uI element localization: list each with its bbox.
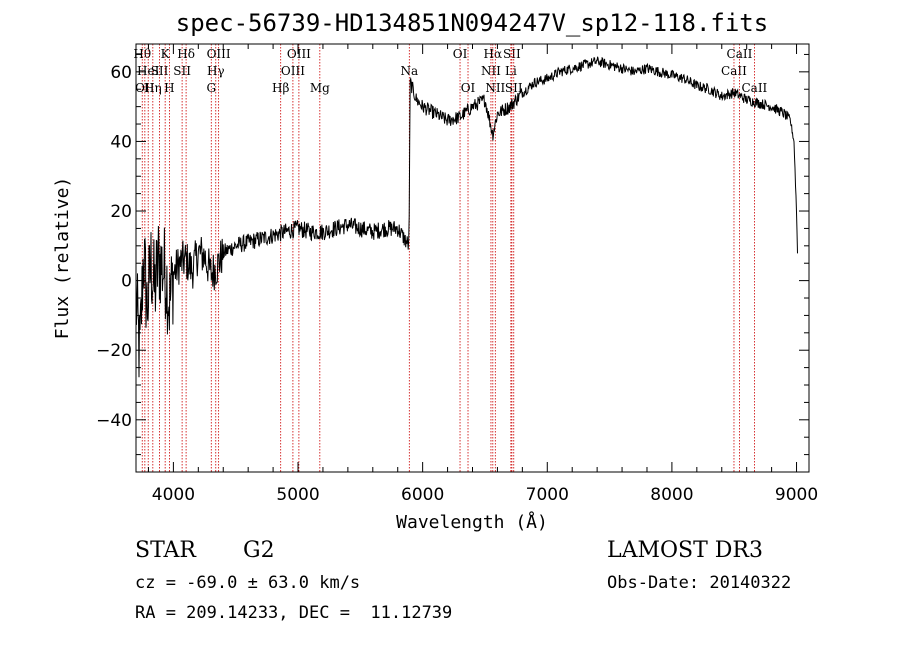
spectral-line-label: OI <box>461 81 476 95</box>
y-tick-label: 40 <box>110 132 132 152</box>
spectral-line-label: Hγ <box>207 64 225 78</box>
spectral-line-label: CaII <box>721 64 747 78</box>
spectral-line-label: K <box>161 47 171 61</box>
x-tick-label: 9000 <box>775 485 818 505</box>
spectral-line-label: SII <box>503 47 521 61</box>
x-tick-label: 8000 <box>650 485 693 505</box>
spectral-line-label: OIII <box>287 47 311 61</box>
spectral-line-label: Na <box>400 64 418 78</box>
spectral-line-label: H <box>164 81 174 95</box>
spectral-line-label: Hθ <box>133 47 151 61</box>
spectral-line-label: NII <box>485 81 505 95</box>
survey-name: LAMOST DR3 <box>607 538 763 563</box>
spectrum-layer <box>135 56 798 378</box>
spectral-line-label: OIII <box>281 64 305 78</box>
spectral-line-label: CaII <box>727 47 753 61</box>
spectral-line-label: NII <box>481 64 501 78</box>
spectral-line-label: Li <box>505 64 517 78</box>
spectral-line-label: Hα <box>484 47 503 61</box>
spectral-line-label: OIII <box>207 47 231 61</box>
spectrum-series-line <box>135 56 798 378</box>
x-tick-label: 7000 <box>526 485 569 505</box>
y-tick-label: −20 <box>96 341 132 361</box>
y-axis-label: Flux (relative) <box>52 177 73 340</box>
y-tick-label: 0 <box>121 272 132 292</box>
y-tick-label: 60 <box>110 63 132 83</box>
object-subclass: G2 <box>243 538 275 563</box>
y-tick-label: 20 <box>110 202 132 222</box>
spectral-line-label: Mg <box>310 81 330 95</box>
spectral-line-label: SII <box>505 81 523 95</box>
redshift-text: cz = -69.0 ± 63.0 km/s <box>135 573 361 593</box>
x-tick-label: 6000 <box>401 485 444 505</box>
coordinates-text: RA = 209.14233, DEC = 11.12739 <box>135 603 453 623</box>
spectral-line-label: HeI <box>137 64 160 78</box>
spectral-line-label: Hη <box>144 81 162 95</box>
spectral-line-label: Hβ <box>272 81 289 95</box>
chart-title: spec-56739-HD134851N094247V_sp12-118.fit… <box>176 9 768 37</box>
y-tick-label: −40 <box>96 411 132 431</box>
spectral-line-label: SII <box>173 64 191 78</box>
x-axis-label: Wavelength (Å) <box>396 511 548 533</box>
spectral-line-label: CaII <box>741 81 767 95</box>
spectral-line-label: G <box>206 81 216 95</box>
object-class: STAR <box>135 538 196 563</box>
spectral-lines-layer: HθOIIHeIHηSIIKHSIIHδGHγOIIIHβOIIIOIIIMgN… <box>133 44 768 472</box>
spectral-line-label: OI <box>453 47 468 61</box>
x-tick-label: 5000 <box>276 485 319 505</box>
x-tick-label: 4000 <box>152 485 195 505</box>
spectral-line-label: SII <box>151 64 169 78</box>
spectral-line-label: Hδ <box>177 47 195 61</box>
obs-date-text: Obs-Date: 20140322 <box>607 573 792 593</box>
axis-ticks-layer: 4000 5000 6000 7000 8000 9000 −40 −20 0 20 40 60 <box>96 44 818 505</box>
spectral-line-label: OII <box>135 81 155 95</box>
